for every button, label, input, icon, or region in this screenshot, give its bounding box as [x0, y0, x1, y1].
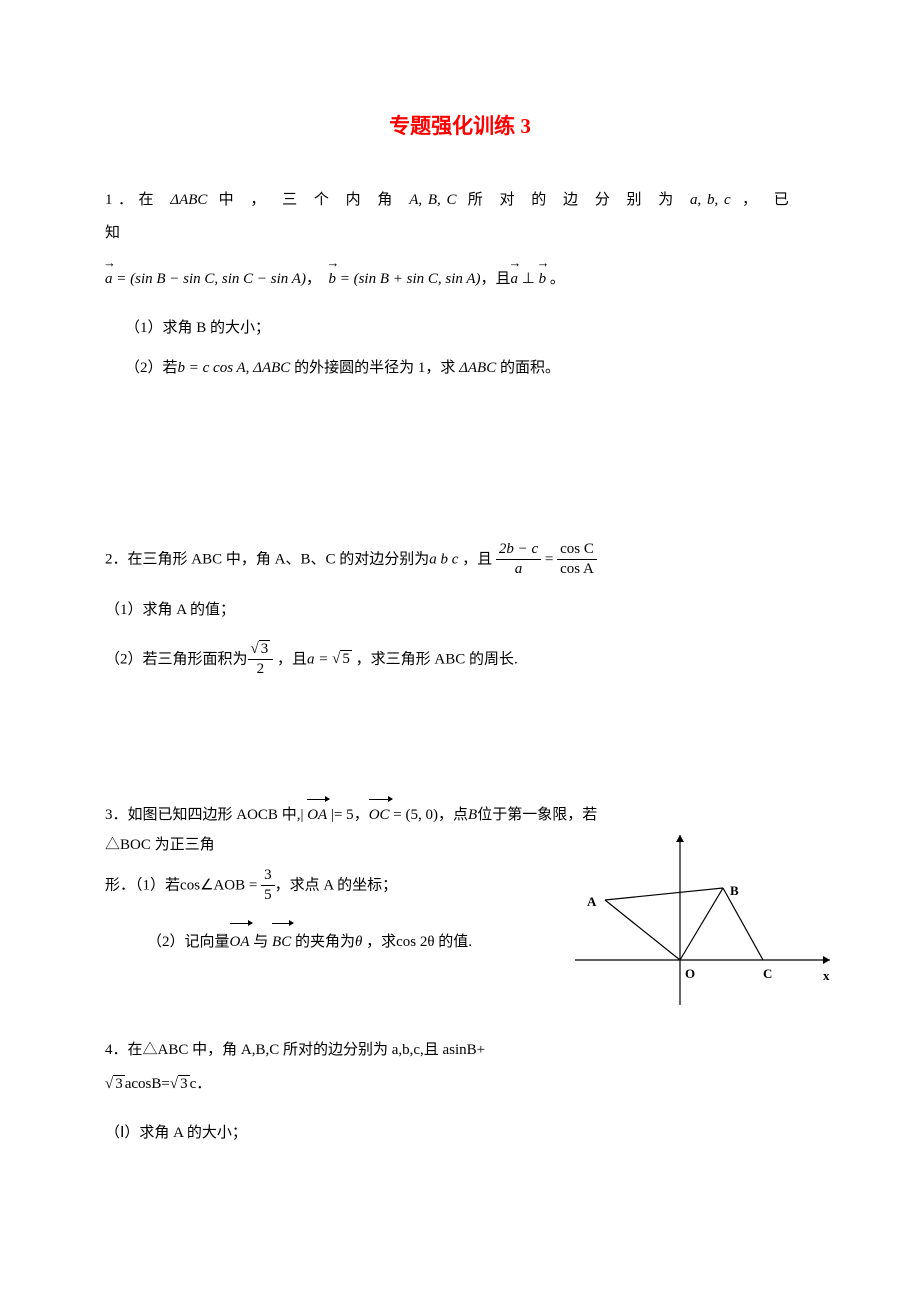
vector-bc: BC — [272, 924, 291, 960]
p2-text: 在三角形 ABC 中，角 A、B、C 的对边分别为 — [128, 551, 430, 567]
p1-sub2-c: ΔABC — [459, 360, 496, 376]
p3-statement: 3．如图已知四边形 AOCB 中,| OA |= 5，OC = (5, 0)，点… — [105, 800, 615, 860]
vector-oa: OA — [230, 924, 250, 960]
p3-sub1-b: ，求点 A 的坐标； — [275, 877, 398, 893]
cos-2theta: cos 2θ — [396, 934, 434, 950]
p1-sub2-b: 的外接圆的半径为 1，求 — [290, 360, 459, 376]
p3-figure: O Cx A B — [575, 830, 835, 1018]
vector-oc: OC — [369, 800, 390, 830]
p1-statement-line2: a = (sin B − sin C, sin C − sin A)， b = … — [105, 258, 815, 300]
svg-text:C: C — [763, 966, 772, 981]
problem-2: 2．在三角形 ABC 中，角 A、B、C 的对边分别为a b c ，且 2b −… — [105, 540, 815, 680]
p3-sub1: 形．（1）若cos∠AOB = 35，求点 A 的坐标； — [105, 866, 615, 906]
p4-number: 4． — [105, 1042, 128, 1058]
and: 与 — [250, 934, 273, 950]
p4-line2b: c． — [190, 1076, 212, 1092]
p4-sub1: （Ⅰ）求角 A 的大小； — [105, 1115, 815, 1151]
p2-sub2-c: ，求三角形 ABC 的周长. — [352, 651, 518, 667]
equals: = — [541, 551, 557, 567]
comma: ， — [354, 807, 369, 823]
fraction-3-5: 35 — [261, 866, 275, 906]
cos-aob: cos∠AOB = — [180, 877, 261, 893]
p1-number: 1． — [105, 192, 139, 208]
p2-number: 2． — [105, 551, 128, 567]
vector-b: b — [539, 258, 547, 300]
spacing — [105, 400, 815, 540]
fraction-sqrt3-2: √32 — [248, 640, 274, 680]
p1-text: 所 对 的 边 分 别 为 — [468, 192, 679, 208]
frac-num: cos C — [557, 540, 597, 561]
problem-1: 1．在 ΔABC 中 ， 三 个 内 角 A, B, C 所 对 的 边 分 别… — [105, 184, 815, 380]
p2-abc: a b c — [429, 551, 458, 567]
svg-text:O: O — [685, 966, 695, 981]
vector-a: a — [105, 258, 113, 300]
p2-sub2-b: ，且 — [273, 651, 307, 667]
b-italic: B — [468, 807, 477, 823]
p3-number: 3． — [105, 807, 128, 823]
abs-l: | — [300, 807, 307, 823]
coordinate-diagram: O Cx A B — [575, 830, 835, 1010]
p1-sub2-eq: b = c cos A, ΔABC — [178, 360, 291, 376]
p1-text: 中 ， 三 个 内 角 — [219, 192, 398, 208]
fraction-1: 2b − ca — [496, 540, 541, 580]
p1-delta-abc: ΔABC — [170, 192, 207, 208]
p1-sides: a, b, c — [690, 192, 731, 208]
spacing — [105, 700, 815, 800]
p2-sub2: （2）若三角形面积为√32 ，且a = √5 ，求三角形 ABC 的周长. — [105, 640, 815, 680]
svg-text:B: B — [730, 883, 739, 898]
p1-text: 在 — [139, 192, 160, 208]
p3-sub2: （2）记向量OA 与 BC 的夹角为θ ，求cos 2θ 的值. — [147, 924, 615, 960]
frac-den: 2 — [248, 660, 274, 680]
p2-sub2-a: （2）若三角形面积为 — [105, 651, 248, 667]
frac-den: 5 — [261, 886, 275, 906]
vector-b: b — [328, 258, 336, 300]
problem-3: 3．如图已知四边形 AOCB 中,| OA |= 5，OC = (5, 0)，点… — [105, 800, 815, 960]
p3-text: ，点 — [438, 807, 468, 823]
svg-text:x: x — [823, 968, 830, 983]
p4-line2a: acosB= — [125, 1076, 170, 1092]
p2-sub1: （1）求角 A 的值； — [105, 592, 815, 628]
frac-num: 3 — [261, 866, 275, 887]
p1-eq2: = (sin B + sin C, sin A) — [336, 271, 481, 287]
p1-sub2-a: （2）若 — [125, 360, 178, 376]
p4-text: 在△ABC 中，角 A,B,C 所对的边分别为 a,b,c,且 asinB+ — [128, 1042, 486, 1058]
p3-line1d: 形． — [105, 877, 135, 893]
p1-sub2: （2）若b = c cos A, ΔABC 的外接圆的半径为 1，求 ΔABC … — [125, 356, 815, 380]
sqrt-3: √3 — [170, 1069, 190, 1099]
frac-num: √3 — [248, 640, 274, 661]
vector-a: a — [511, 258, 519, 300]
vector-oa: OA — [307, 800, 327, 830]
p4-line1: 4．在△ABC 中，角 A,B,C 所对的边分别为 a,b,c,且 asinB+ — [105, 1035, 815, 1065]
p4-line2: √3acosB=√3c． — [105, 1069, 815, 1099]
p1-sub1: （1）求角 B 的大小； — [125, 316, 815, 340]
sqrt-5: √5 — [332, 641, 352, 677]
p1-text: ，且 — [481, 271, 511, 287]
problem-4: 4．在△ABC 中，角 A,B,C 所对的边分别为 a,b,c,且 asinB+… — [105, 1035, 815, 1151]
p1-statement-line1: 1．在 ΔABC 中 ， 三 个 内 角 A, B, C 所 对 的 边 分 别… — [105, 184, 815, 250]
abs-r: |= 5 — [327, 807, 353, 823]
p3-sub2-b: 的夹角为 — [291, 934, 355, 950]
p3-sub2-a: （2）记向量 — [147, 934, 230, 950]
fraction-2: cos Ccos A — [557, 540, 597, 580]
frac-den: a — [496, 560, 541, 580]
p2-text: ，且 — [458, 551, 496, 567]
frac-den: cos A — [557, 560, 597, 580]
oc-eq: = (5, 0) — [390, 807, 438, 823]
p2-statement: 2．在三角形 ABC 中，角 A、B、C 的对边分别为a b c ，且 2b −… — [105, 540, 815, 580]
sqrt-3: √3 — [105, 1069, 125, 1099]
p1-angles: A, B, C — [409, 192, 456, 208]
a-eq: a = — [307, 651, 332, 667]
p1-sub2-d: 的面积。 — [496, 360, 560, 376]
page-title: 专题强化训练 3 — [105, 110, 815, 144]
frac-num: 2b − c — [496, 540, 541, 561]
p3-sub2-d: 的值. — [435, 934, 473, 950]
svg-text:A: A — [587, 894, 597, 909]
p1-eq1: = (sin B − sin C, sin C − sin A) — [113, 271, 306, 287]
p3-sub1-a: （1）若 — [135, 877, 180, 893]
p3-text: 如图已知四边形 AOCB 中, — [128, 807, 301, 823]
p3-sub2-c: ，求 — [362, 934, 396, 950]
p1-text: ， — [306, 271, 329, 287]
